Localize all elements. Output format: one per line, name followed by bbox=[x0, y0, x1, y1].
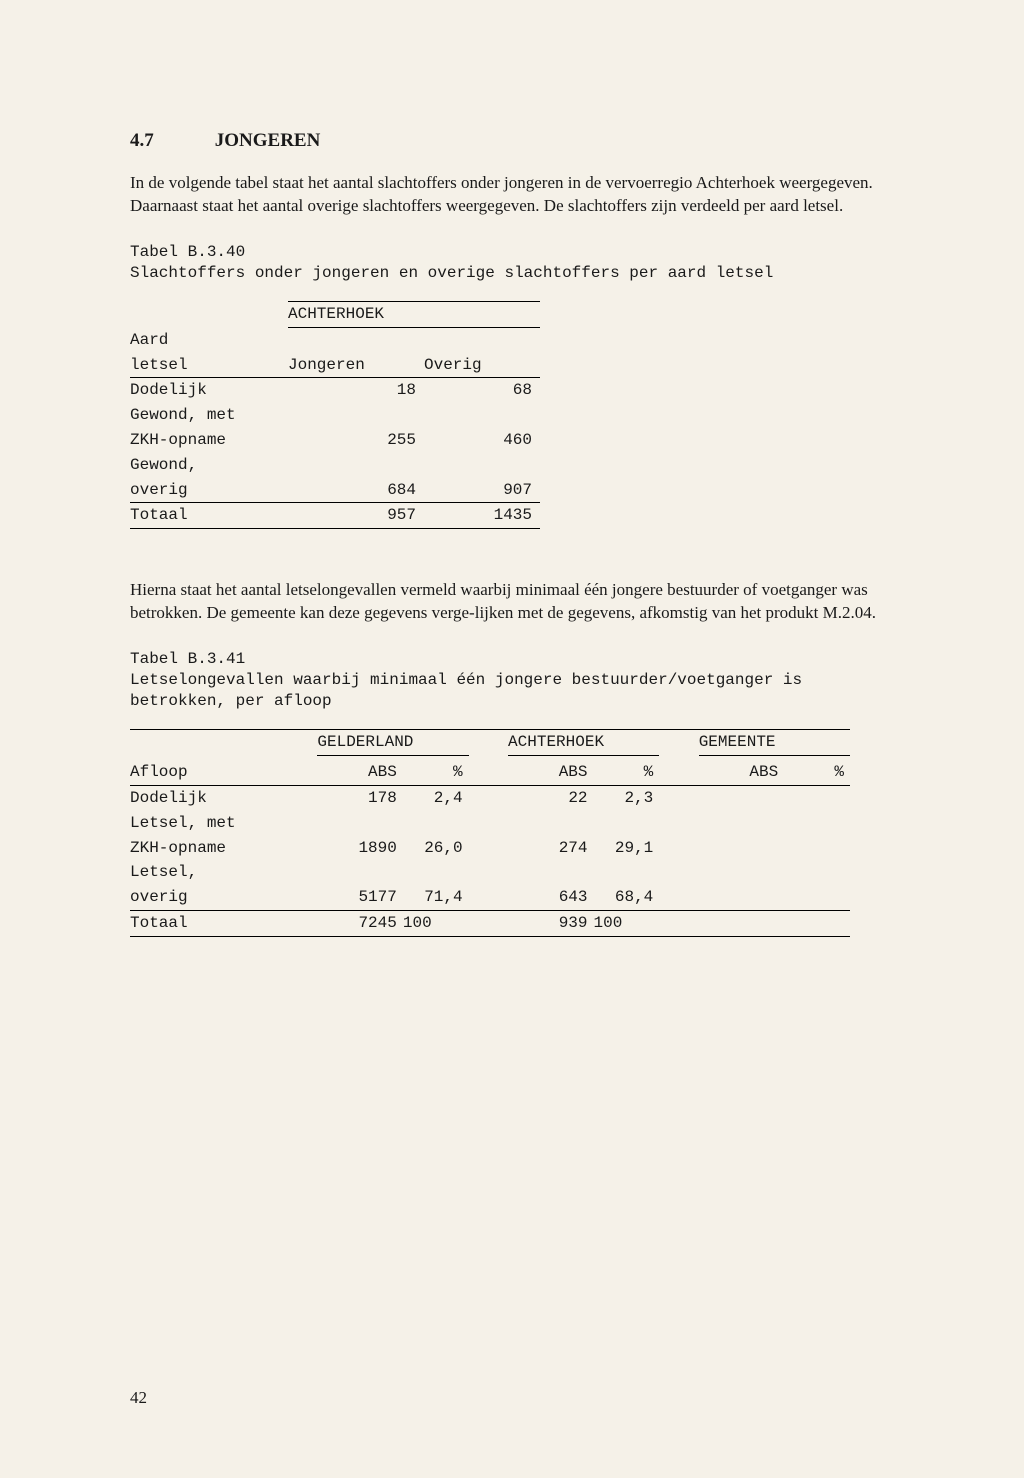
cell-value: 29,1 bbox=[594, 836, 660, 861]
cell-value: 68,4 bbox=[594, 885, 660, 910]
table-row: Dodelijk 18 68 bbox=[130, 378, 540, 403]
table1-caption: Tabel B.3.40 Slachtoffers onder jongeren… bbox=[130, 242, 904, 284]
table-slachtoffers: ACHTERHOEK Aard letsel Jongeren Overig D… bbox=[130, 301, 540, 529]
cell-value: 2,4 bbox=[403, 786, 469, 811]
table2-region3: GEMEENTE bbox=[699, 730, 850, 756]
table-row: Letsel, met bbox=[130, 811, 850, 836]
cell-value: 100 bbox=[403, 910, 469, 936]
table1-rowhead-a: Aard bbox=[130, 328, 288, 353]
section-title: JONGEREN bbox=[215, 130, 321, 151]
table-total-row: Totaal 957 1435 bbox=[130, 503, 540, 529]
cell-value: 1890 bbox=[317, 836, 402, 861]
table-row: Dodelijk 178 2,4 22 2,3 bbox=[130, 786, 850, 811]
cell-value: 460 bbox=[424, 428, 540, 453]
cell-value bbox=[699, 910, 784, 936]
cell-value bbox=[784, 910, 850, 936]
section-number: 4.7 bbox=[130, 130, 210, 152]
table2-pct: % bbox=[403, 760, 469, 785]
table2-caption: Tabel B.3.41 Letselongevallen waarbij mi… bbox=[130, 649, 904, 711]
cell-label: ZKH-opname bbox=[130, 428, 288, 453]
cell-label: Letsel, bbox=[130, 860, 317, 885]
cell-label: Gewond, met bbox=[130, 403, 288, 428]
table-total-row: Totaal 7245 100 939 100 bbox=[130, 910, 850, 936]
cell-value: 939 bbox=[508, 910, 593, 936]
table2-region2: ACHTERHOEK bbox=[508, 730, 659, 756]
cell-value: 100 bbox=[594, 910, 660, 936]
cell-value bbox=[784, 836, 850, 861]
table2-abs: ABS bbox=[317, 760, 402, 785]
table1-rowhead-b: letsel bbox=[130, 353, 288, 378]
table2-abs: ABS bbox=[508, 760, 593, 785]
cell-value: 26,0 bbox=[403, 836, 469, 861]
cell-label: overig bbox=[130, 885, 317, 910]
cell-value: 274 bbox=[508, 836, 593, 861]
document-page: 4.7 JONGEREN In de volgende tabel staat … bbox=[0, 0, 1024, 1478]
cell-label: overig bbox=[130, 478, 288, 503]
cell-value: 957 bbox=[288, 503, 424, 529]
cell-value bbox=[699, 786, 784, 811]
table2-region1: GELDERLAND bbox=[317, 730, 468, 756]
table1-col-jongeren: Jongeren bbox=[288, 353, 424, 378]
cell-value: 255 bbox=[288, 428, 424, 453]
cell-value: 643 bbox=[508, 885, 593, 910]
cell-value: 5177 bbox=[317, 885, 402, 910]
table1-region-header: ACHTERHOEK bbox=[288, 302, 540, 328]
table-row: Gewond, met bbox=[130, 403, 540, 428]
cell-label: Letsel, met bbox=[130, 811, 317, 836]
cell-label: Totaal bbox=[130, 503, 288, 529]
table-letselongevallen: GELDERLAND ACHTERHOEK GEMEENTE Afloop AB… bbox=[130, 729, 850, 936]
cell-value: 71,4 bbox=[403, 885, 469, 910]
page-number: 42 bbox=[130, 1388, 147, 1408]
table-row: overig 5177 71,4 643 68,4 bbox=[130, 885, 850, 910]
table2-rowhead: Afloop bbox=[130, 760, 317, 785]
section-heading: 4.7 JONGEREN bbox=[130, 130, 904, 152]
cell-label: Totaal bbox=[130, 910, 317, 936]
cell-label: Dodelijk bbox=[130, 378, 288, 403]
table-row: Letsel, bbox=[130, 860, 850, 885]
cell-value bbox=[699, 836, 784, 861]
table2-caption-line2: Letselongevallen waarbij minimaal één jo… bbox=[130, 670, 904, 712]
table2-pct: % bbox=[784, 760, 850, 785]
paragraph-2: Hierna staat het aantal letselongevallen… bbox=[130, 579, 904, 625]
cell-value: 178 bbox=[317, 786, 402, 811]
table2-abs: ABS bbox=[699, 760, 784, 785]
cell-value bbox=[699, 885, 784, 910]
table1-col-overig: Overig bbox=[424, 353, 540, 378]
table1-caption-line2: Slachtoffers onder jongeren en overige s… bbox=[130, 263, 904, 284]
cell-value: 684 bbox=[288, 478, 424, 503]
table-row: overig 684 907 bbox=[130, 478, 540, 503]
cell-label: Gewond, bbox=[130, 453, 288, 478]
cell-value: 18 bbox=[288, 378, 424, 403]
table-row: ZKH-opname 255 460 bbox=[130, 428, 540, 453]
cell-value: 68 bbox=[424, 378, 540, 403]
cell-label: ZKH-opname bbox=[130, 836, 317, 861]
cell-value: 907 bbox=[424, 478, 540, 503]
table-row: ZKH-opname 1890 26,0 274 29,1 bbox=[130, 836, 850, 861]
cell-label: Dodelijk bbox=[130, 786, 317, 811]
table-row: Gewond, bbox=[130, 453, 540, 478]
cell-value: 2,3 bbox=[594, 786, 660, 811]
table2-caption-line1: Tabel B.3.41 bbox=[130, 649, 904, 670]
table1-caption-line1: Tabel B.3.40 bbox=[130, 242, 904, 263]
cell-value: 1435 bbox=[424, 503, 540, 529]
cell-value bbox=[784, 885, 850, 910]
paragraph-1: In de volgende tabel staat het aantal sl… bbox=[130, 172, 904, 218]
cell-value: 22 bbox=[508, 786, 593, 811]
cell-value bbox=[784, 786, 850, 811]
table2-pct: % bbox=[594, 760, 660, 785]
cell-value: 7245 bbox=[317, 910, 402, 936]
